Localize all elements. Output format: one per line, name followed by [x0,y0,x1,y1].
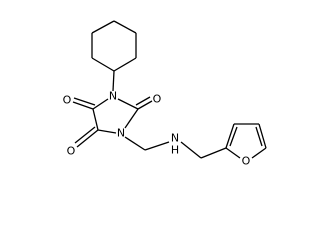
atom-label: N [117,127,125,140]
molecule-diagram: N N O O O N H O [63,20,267,168]
atom-label: O [67,145,76,158]
atom-label: N [109,90,117,103]
atom-label: O [242,155,251,168]
atom-label: N [171,132,179,145]
atom-label: O [153,93,162,106]
bonds [72,20,267,159]
atom-label: H [171,144,179,157]
atom-labels: N N O O O N H O [63,90,251,168]
atom-label: O [63,94,72,107]
